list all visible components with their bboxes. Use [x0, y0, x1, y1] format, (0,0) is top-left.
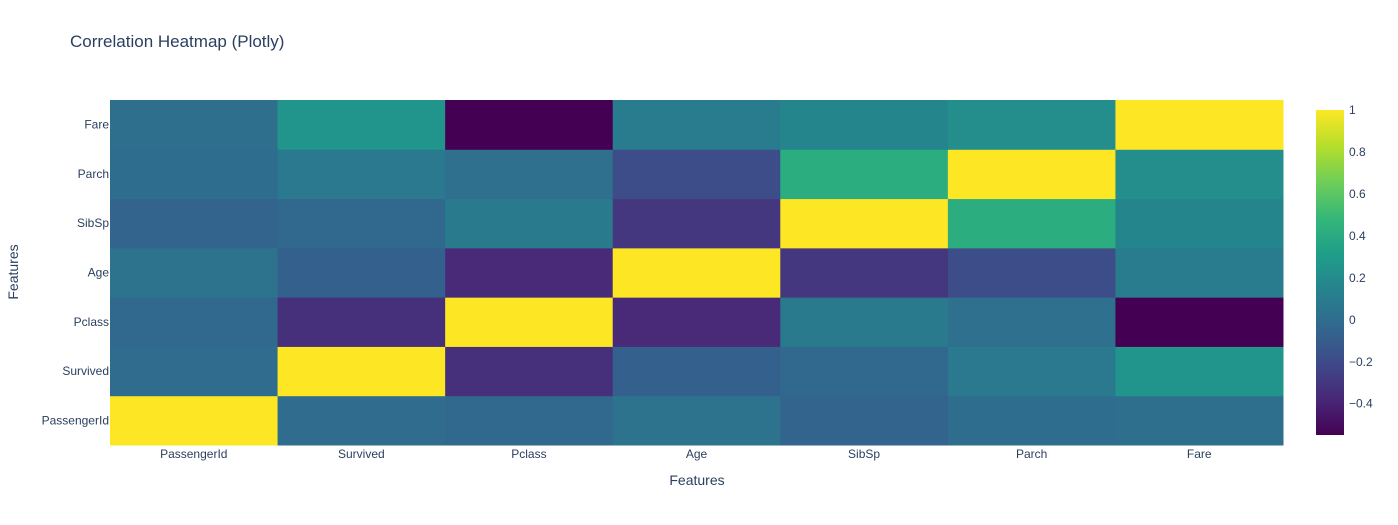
y-axis-label: Features: [5, 244, 21, 299]
heatmap-cell: [1115, 100, 1284, 150]
colorbar: [1316, 110, 1344, 435]
x-tick-label: Fare: [1187, 447, 1212, 461]
y-tick-label: Parch: [78, 167, 109, 181]
heatmap-cell: [612, 247, 781, 298]
heatmap-cell: [947, 247, 1116, 298]
colorbar-tick-label: −0.4: [1349, 397, 1373, 411]
heatmap-cell: [277, 198, 446, 249]
heatmap-cell: [780, 198, 949, 249]
y-tick-label: Age: [88, 266, 110, 280]
y-tick-label: Pclass: [74, 315, 109, 329]
heatmap-cell: [445, 297, 614, 347]
heatmap-cell: [277, 247, 446, 298]
colorbar-ticks: 1 0.8 0.6 0.4 0.2 0 −0.2 −0.4: [1349, 103, 1373, 411]
heatmap-cell: [110, 198, 279, 249]
heatmap-cell: [110, 149, 279, 200]
heatmap-cell: [277, 149, 446, 200]
heatmap-cell: [612, 100, 781, 150]
x-tick-label: SibSp: [848, 447, 880, 461]
heatmap-cell: [445, 247, 614, 298]
heatmap-cell: [110, 395, 279, 446]
heatmap-cell: [947, 100, 1116, 150]
heatmap-cell: [947, 198, 1116, 249]
heatmap-cell: [110, 297, 279, 347]
colorbar-tick-label: 0.6: [1349, 187, 1366, 201]
x-tick-label: PassengerId: [160, 447, 227, 461]
heatmap-cell: [612, 395, 781, 446]
heatmap-cell: [780, 247, 949, 298]
heatmap-cell: [947, 297, 1116, 347]
colorbar-tick-label: 0.4: [1349, 229, 1366, 243]
heatmap-cell: [277, 346, 446, 397]
heatmap-cell: [277, 100, 446, 150]
heatmap-cell: [612, 346, 781, 397]
heatmap-cell: [110, 100, 279, 150]
heatmap-cell: [445, 100, 614, 150]
heatmap-cell: [110, 247, 279, 298]
heatmap-cell: [947, 149, 1116, 200]
heatmap-cell: [780, 395, 949, 446]
colorbar-tick-label: −0.2: [1349, 355, 1373, 369]
heatmap-cell: [780, 100, 949, 150]
y-tick-label: Fare: [84, 118, 109, 132]
heatmap-cell: [445, 149, 614, 200]
heatmap-cell: [110, 346, 279, 397]
heatmap-cell: [612, 297, 781, 347]
heatmap-cell: [1115, 297, 1284, 347]
heatmap-cell: [780, 346, 949, 397]
heatmap-cell: [445, 346, 614, 397]
heatmap-cell: [1115, 198, 1284, 249]
heatmap-cell: [612, 198, 781, 249]
x-tick-label: Age: [686, 447, 708, 461]
y-axis-ticks: PassengerId Survived Pclass Age SibSp Parch Fa…: [42, 118, 110, 428]
chart-title: Correlation Heatmap (Plotly): [70, 32, 285, 51]
y-tick-label: PassengerId: [42, 413, 109, 427]
heatmap-cell: [612, 149, 781, 200]
colorbar-tick-label: 0.2: [1349, 271, 1366, 285]
heatmap-cell: [1115, 346, 1284, 397]
x-tick-label: Survived: [338, 447, 385, 461]
x-axis-ticks: PassengerId Survived Pclass Age SibSp Parch Fa…: [160, 447, 1212, 461]
heatmap-cell: [780, 149, 949, 200]
colorbar-tick-label: 1: [1349, 103, 1356, 117]
x-axis-label: Features: [669, 472, 724, 488]
y-tick-label: SibSp: [77, 216, 109, 230]
heatmap-cell: [947, 346, 1116, 397]
heatmap-cell: [277, 297, 446, 347]
heatmap-cell: [1115, 149, 1284, 200]
heatmap-cell: [277, 395, 446, 446]
heatmap-cell: [445, 198, 614, 249]
heatmap-cell: [1115, 247, 1284, 298]
y-tick-label: Survived: [62, 364, 109, 378]
x-tick-label: Pclass: [511, 447, 546, 461]
colorbar-tick-label: 0: [1349, 313, 1356, 327]
heatmap-cell: [445, 395, 614, 446]
x-tick-label: Parch: [1016, 447, 1047, 461]
heatmap-cell: [780, 297, 949, 347]
heatmap-cell: [947, 395, 1116, 446]
heatmap-cell: [1115, 395, 1284, 446]
colorbar-tick-label: 0.8: [1349, 145, 1366, 159]
heatmap-cells: [110, 100, 1284, 446]
